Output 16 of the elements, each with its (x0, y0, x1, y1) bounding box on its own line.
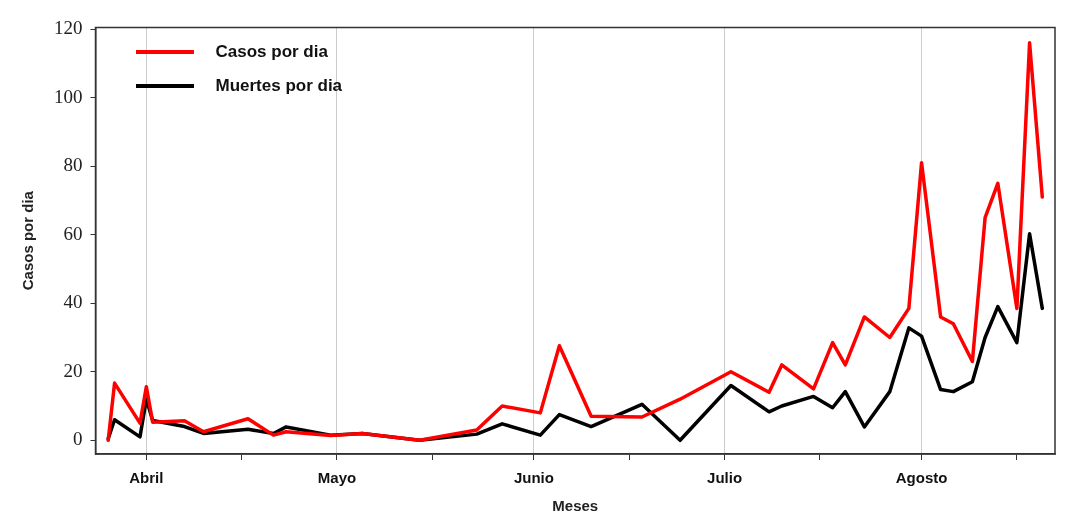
x-tick-label: Abril (129, 469, 164, 487)
y-tick-label: 60 (63, 222, 83, 244)
y-tick-label: 40 (63, 291, 83, 313)
x-axis-title: Meses (552, 497, 599, 515)
y-tick-label: 0 (73, 428, 83, 450)
x-tick-label: Julio (707, 469, 743, 487)
legend-label: Muertes por dia (215, 76, 343, 97)
y-tick-label: 20 (63, 359, 83, 381)
legend-label: Casos por dia (215, 42, 328, 63)
y-tick-label: 100 (54, 85, 83, 107)
y-tick-label: 120 (54, 17, 83, 39)
x-tick-label: Agosto (895, 469, 948, 487)
x-tick-label: Mayo (317, 469, 357, 487)
y-axis-title: Casos por dia (19, 190, 37, 291)
y-tick-label: 80 (63, 154, 83, 176)
x-tick-label: Junio (513, 469, 554, 487)
